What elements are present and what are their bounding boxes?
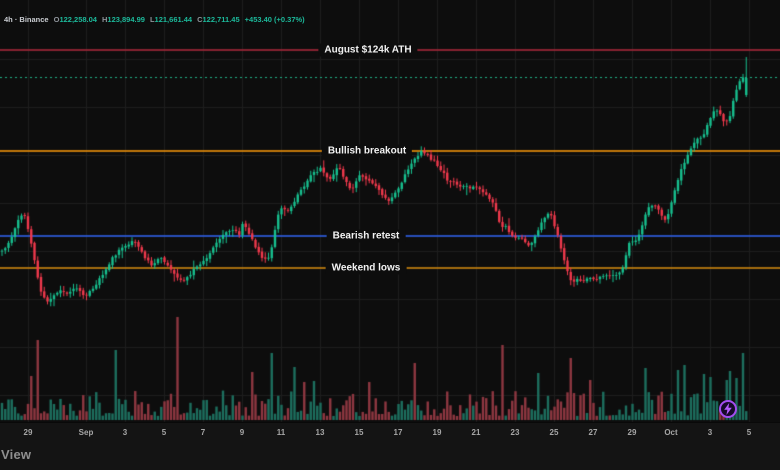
ohlc-high: H123,894.99 [101,15,145,24]
time-tick-13: 13 [315,428,325,437]
time-tick-29: 29 [627,428,637,437]
time-axis: 29 Sep 3 5 7 9 11 13 15 17 19 21 23 25 27 29 Oct 3 5 View [0,422,780,470]
time-tick-15: 15 [354,428,364,437]
time-tick-7: 7 [200,428,206,437]
time-tick-9: 9 [239,428,245,437]
time-tick-21: 21 [471,428,481,437]
time-tick-27: 27 [588,428,598,437]
level-label-weekend-lows: Weekend lows [325,261,407,275]
time-tick-19: 19 [432,428,442,437]
ohlc-close: C122,711.45 [197,15,240,24]
time-tick-3: 3 [122,428,128,437]
level-label-bearish-retest: Bearish retest [326,229,406,243]
timeframe-exchange-label: 4h · Binance [4,15,49,24]
lightning-bolt-icon [724,403,732,415]
time-tick-23: 23 [510,428,520,437]
time-tick-29: 29 [23,428,33,437]
time-tick-17: 17 [393,428,403,437]
level-label-bullish-breakout: Bullish breakout [321,144,413,158]
time-tick-sep: Sep [78,428,94,437]
symbol-legend: 4h · Binance O122,258.04 H123,894.99 L12… [4,15,305,25]
time-tick-oct: Oct [664,428,678,437]
ohlc-open: O122,258.04 [53,15,97,24]
flash-badge [719,400,737,418]
time-tick-5: 5 [161,428,167,437]
tradingview-watermark: View [1,447,32,462]
level-label-august-124k-ath: August $124k ATH [318,43,418,57]
time-tick-25: 25 [549,428,559,437]
time-tick-5: 5 [746,428,752,437]
time-tick-3: 3 [707,428,713,437]
ohlc-low: L121,661.44 [149,15,193,24]
price-change-label: +453.40 (+0.37%) [244,15,305,24]
time-tick-11: 11 [276,428,286,437]
